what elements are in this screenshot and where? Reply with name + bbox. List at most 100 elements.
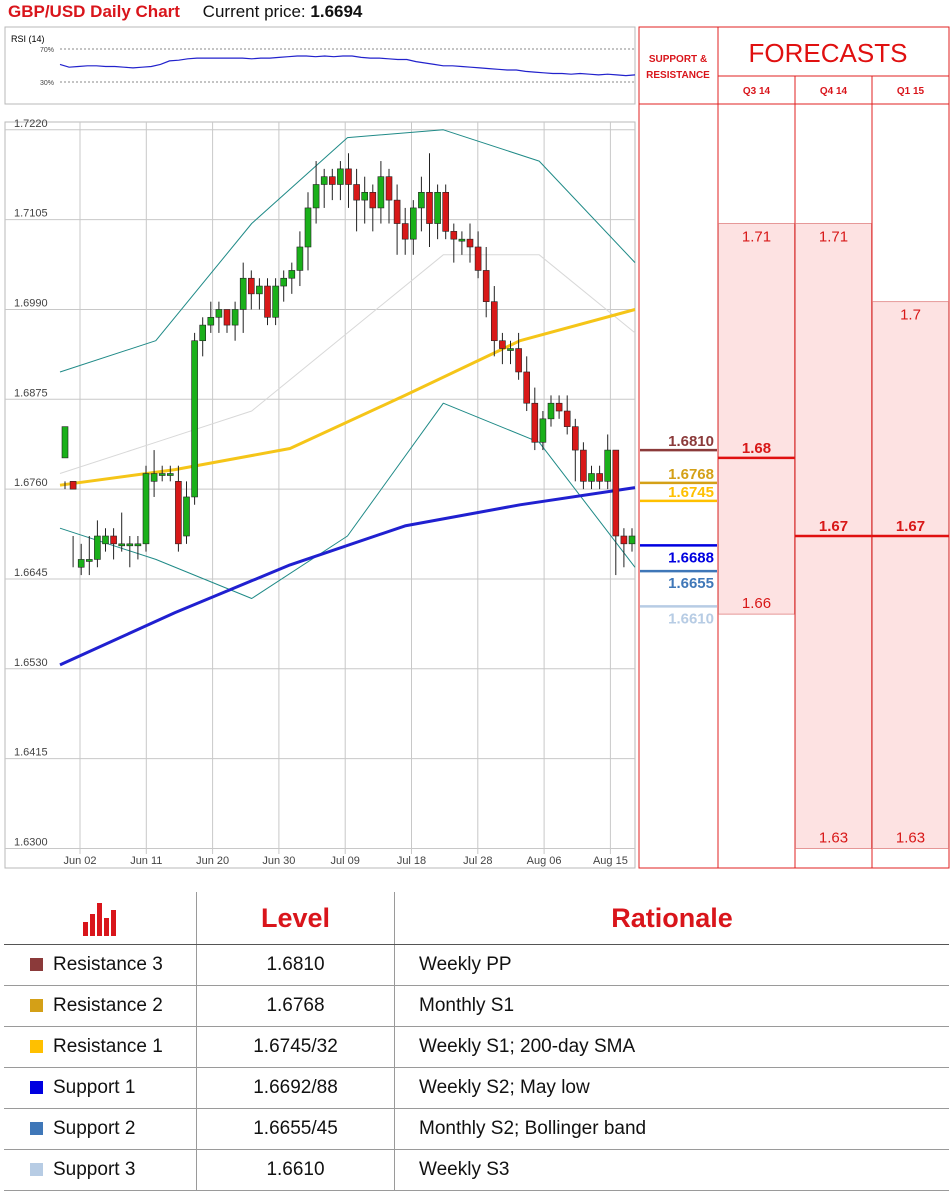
bearish-candle-body (531, 402, 539, 443)
forecast-columns: Q3 14 1.71 1.68 1.66 Q4 14 1.71 1.67 1.63 Q1 15 1… (718, 76, 949, 868)
level-value: 1.6610 (196, 1149, 395, 1191)
y-axis: 1.7220 1.7105 1.6990 1.6875 1.6760 1.6645 1.65… (14, 118, 48, 849)
candle (620, 528, 628, 568)
bullish-candle-body (296, 246, 304, 271)
bullish-candle-body (215, 309, 223, 318)
candle (183, 481, 190, 544)
resistance_2-label: 1.6768 (668, 466, 714, 483)
candle (239, 262, 247, 333)
bullish-candle-body (409, 207, 417, 240)
forecast-column-header: Q4 14 (820, 86, 848, 97)
bearish-candle-body (555, 402, 563, 412)
level-name: Support 2 (53, 1118, 136, 1139)
bearish-candle-body (264, 285, 271, 318)
level-value: 1.6692/88 (196, 1067, 395, 1109)
bearish-candle-body (345, 168, 352, 185)
level-value: 1.6768 (196, 985, 395, 1027)
level-swatch (30, 958, 43, 971)
level-swatch (30, 999, 43, 1012)
x-tick-label: Jun 11 (130, 855, 162, 867)
candle (77, 543, 85, 576)
candle (393, 184, 401, 255)
bearish-candle-body (571, 426, 579, 451)
x-tick-label: Jun 02 (63, 855, 96, 867)
candle (539, 411, 547, 451)
y-tick-label: 1.6530 (14, 657, 48, 669)
levels-table: Level Rationale Resistance 3 1.6810 Week… (4, 892, 949, 1191)
candle (571, 418, 579, 482)
y-tick-label: 1.6760 (14, 477, 48, 489)
level-rationale: Weekly S1; 200-day SMA (394, 1026, 949, 1068)
x-tick-label: Jul 28 (463, 855, 492, 867)
candle (361, 176, 369, 224)
forecast-mid-label: 1.67 (819, 518, 848, 535)
bullish-candle-body (183, 496, 190, 537)
forecast-high-label: 1.71 (742, 229, 771, 246)
bullish-candle-body (167, 473, 174, 476)
candle (167, 465, 174, 482)
candle (272, 278, 279, 326)
bearish-candle-body (620, 535, 628, 545)
level-rationale: Monthly S1 (394, 985, 949, 1027)
candle (61, 426, 69, 490)
level-name: Support 1 (53, 1077, 136, 1098)
candle (547, 395, 555, 427)
forecast-range-band (718, 223, 795, 615)
candle (563, 395, 571, 435)
level-name: Resistance 1 (53, 1036, 163, 1057)
bullish-candle-body (150, 473, 158, 482)
bollinger-upper-line (59, 129, 636, 373)
candle (482, 246, 490, 318)
bullish-candle-body (126, 543, 134, 547)
rsi-line (59, 55, 636, 77)
candle (628, 528, 636, 552)
sma200-line (59, 486, 636, 667)
sr-panel (638, 26, 719, 869)
x-axis: Jun 02 Jun 11 Jun 20 Jun 30 Jul 09 Jul 18 Jul … (63, 855, 627, 867)
bullish-candle-body (337, 168, 344, 185)
bullish-candle-body (547, 402, 555, 420)
forecast-low-label: 1.66 (742, 595, 771, 612)
candle (450, 223, 458, 263)
candle (102, 528, 109, 552)
bearish-candle-body (580, 449, 587, 482)
grid (5, 122, 635, 854)
candle (418, 176, 425, 232)
level-swatch (30, 1122, 43, 1135)
level-swatch (30, 1040, 43, 1053)
x-tick-label: Jun 30 (262, 855, 295, 867)
bullish-candle-body (604, 449, 612, 482)
candle (142, 465, 150, 552)
bullish-candle-body (158, 473, 166, 476)
forecast-column-header: Q3 14 (743, 86, 771, 97)
x-tick-label: Jul 09 (331, 855, 360, 867)
candle (264, 278, 271, 326)
bearish-candle-body (401, 223, 409, 240)
bollinger-lower-line (59, 402, 636, 599)
bullish-candle-body (434, 192, 441, 224)
bullish-candle-body (256, 285, 263, 295)
candle (596, 465, 603, 490)
bullish-candle-body (539, 418, 547, 443)
table-row: Resistance 3 1.6810 Weekly PP (4, 944, 949, 986)
support_2-label: 1.6655 (668, 575, 714, 592)
chart-header: GBP/USD Daily Chart Current price: 1.669… (8, 2, 362, 22)
table-row: Support 2 1.6655/45 Monthly S2; Bollinge… (4, 1108, 949, 1150)
candle (466, 223, 474, 263)
candle (231, 301, 239, 341)
bearish-candle-body (110, 535, 117, 545)
level-rationale: Monthly S2; Bollinger band (394, 1108, 949, 1150)
x-tick-label: Jul 18 (397, 855, 426, 867)
candle (588, 465, 595, 490)
levels-table-header: Level Rationale (4, 892, 949, 945)
y-tick-label: 1.6645 (14, 567, 48, 579)
bullish-candle-body (61, 426, 69, 459)
level-column-header: Level (196, 892, 395, 945)
candle (523, 356, 531, 412)
candle (296, 231, 304, 287)
candle (304, 192, 312, 271)
bearish-candle-body (612, 449, 620, 537)
bullish-candle-body (239, 277, 247, 310)
bullish-candle-body (458, 238, 466, 242)
